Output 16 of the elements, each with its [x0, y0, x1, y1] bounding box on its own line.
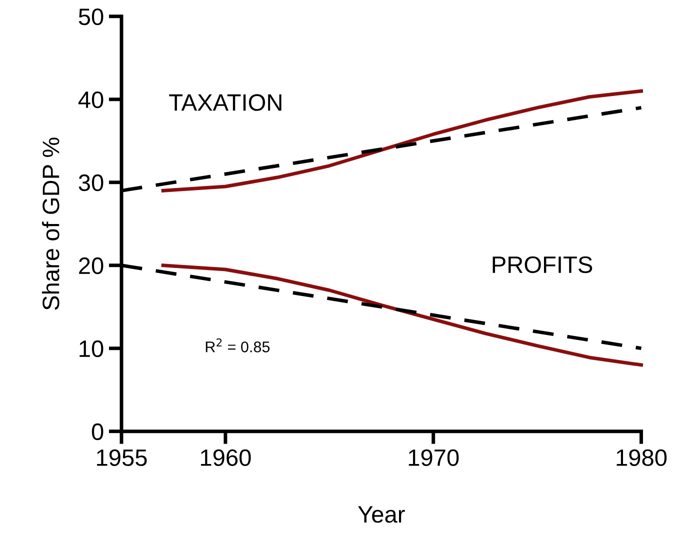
y-tick-label: 10 — [80, 340, 104, 358]
line-series — [161, 89, 643, 192]
text: TAXATION — [169, 94, 282, 111]
text: PROFITS — [492, 256, 592, 274]
x-axis-title: Year — [358, 506, 405, 523]
y-tick-label: 0 — [92, 423, 104, 440]
x-tick-label: 1970 — [408, 449, 459, 466]
annotation: R$^{2}$ = 0.85 — [206, 338, 270, 352]
x-tick-label: 1980 — [616, 449, 667, 466]
x-tick-label: 1960 — [200, 449, 251, 466]
y-tick-label: 30 — [78, 174, 104, 192]
y-tick-label: 40 — [78, 91, 104, 108]
y-axis-title: Share of GDP % — [42, 138, 60, 310]
x-tick-label: 1955 — [97, 449, 147, 466]
y-tick-label: 20 — [79, 257, 104, 274]
y-tick-label: 50 — [78, 8, 104, 26]
